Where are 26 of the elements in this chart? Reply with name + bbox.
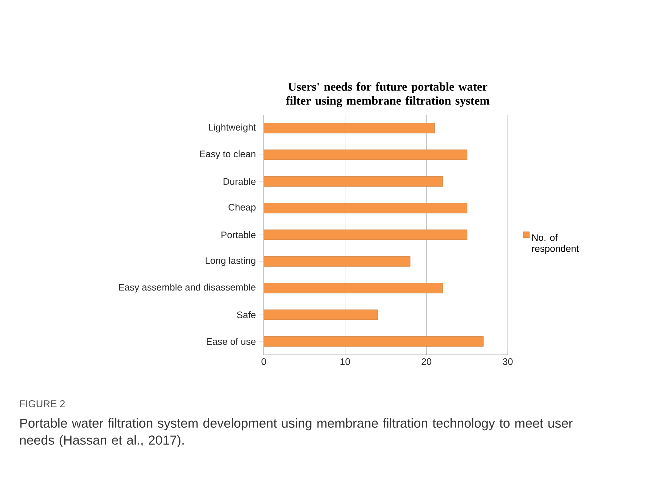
y-tick-label: Easy to clean [200, 150, 256, 160]
legend-label: No. of respondent [532, 234, 580, 254]
y-tick-label: Easy assemble and disassemble [119, 284, 256, 293]
bar [264, 150, 468, 160]
bar [264, 176, 444, 187]
y-tick-label: Cheap [228, 204, 256, 213]
y-tick-label: Safe [237, 312, 256, 318]
bar [264, 123, 436, 134]
y-tick-label: Durable [224, 178, 256, 186]
bar [264, 203, 468, 214]
y-tick-label: Long lasting [206, 257, 256, 266]
text: Portable water filtration system development using membrane filtration technology to meet user needs (Hassan et al., 2017). [20, 418, 573, 448]
bar [264, 230, 468, 240]
bar [264, 283, 444, 294]
x-tick-label: 0 [262, 358, 266, 366]
bar [264, 336, 484, 347]
x-tick-label: 30 [503, 358, 513, 366]
bar [264, 256, 411, 267]
x-tick-label: 10 [340, 358, 350, 366]
y-tick-label: Ease of use [207, 338, 256, 346]
bar [264, 310, 378, 320]
chart-title: Users' needs for future portable water filter using membrane filtration system [286, 82, 490, 108]
y-tick-label: Lightweight [209, 124, 256, 133]
x-tick-label: 20 [422, 358, 432, 366]
caption: FIGURE 2 [20, 400, 65, 408]
y-tick-label: Portable [222, 232, 256, 238]
